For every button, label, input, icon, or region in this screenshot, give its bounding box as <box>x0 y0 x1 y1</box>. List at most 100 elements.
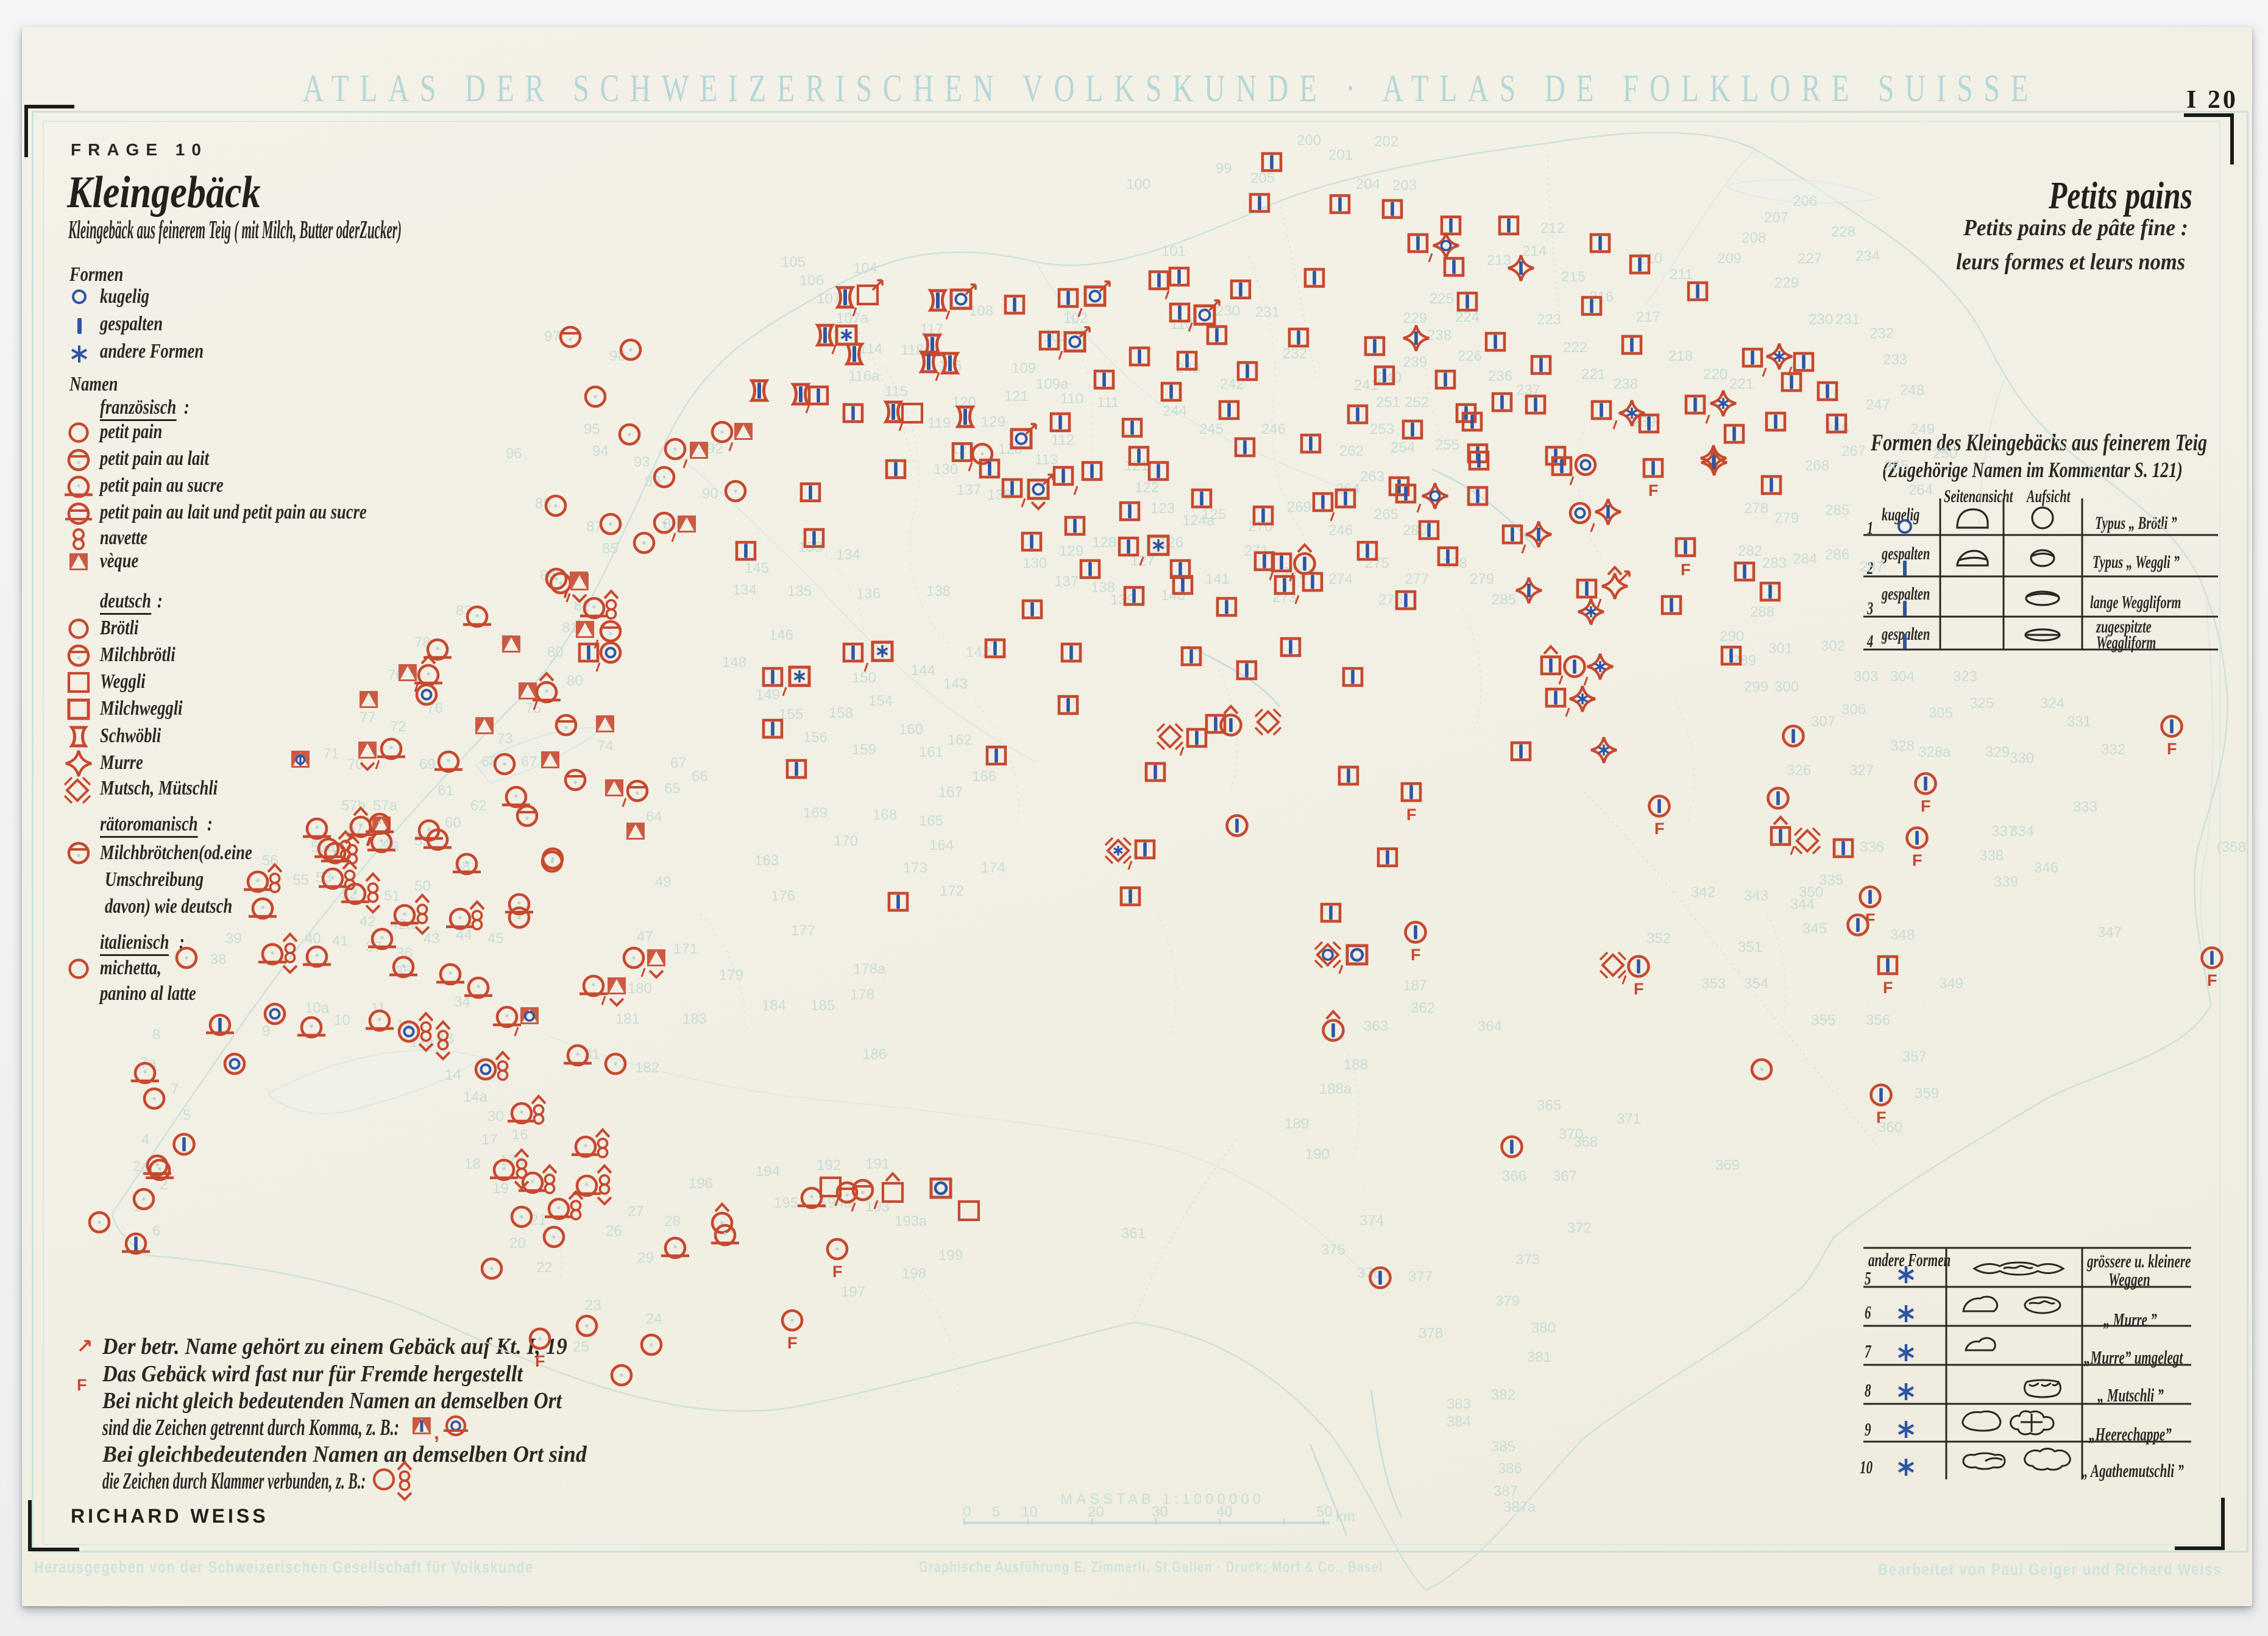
svg-text:41: 41 <box>332 933 349 949</box>
svg-text:349: 349 <box>1939 976 1963 992</box>
svg-text:190: 190 <box>1305 1146 1330 1163</box>
svg-text:344: 344 <box>1790 896 1815 913</box>
svg-text:112: 112 <box>1051 432 1074 448</box>
svg-text:123: 123 <box>1150 500 1175 517</box>
svg-text:115: 115 <box>885 383 908 400</box>
svg-text:199: 199 <box>938 1247 963 1264</box>
svg-text:161: 161 <box>919 744 943 760</box>
svg-text:144: 144 <box>911 662 935 679</box>
svg-text:221: 221 <box>1729 376 1754 392</box>
svg-text:267: 267 <box>1841 443 1866 459</box>
svg-text:MASSTAB 1:1000000: MASSTAB 1:1000000 <box>1060 1491 1264 1507</box>
svg-text:336: 336 <box>1860 839 1884 855</box>
svg-text:383: 383 <box>1447 1396 1471 1412</box>
svg-text:234: 234 <box>1855 248 1880 264</box>
svg-text:135: 135 <box>787 583 812 600</box>
svg-text:303: 303 <box>1854 668 1878 685</box>
svg-text:172: 172 <box>940 883 964 899</box>
svg-text:5: 5 <box>183 1107 191 1124</box>
svg-text:129: 129 <box>1059 543 1083 559</box>
svg-text:285: 285 <box>1492 592 1516 608</box>
svg-text:124a: 124a <box>1182 512 1215 529</box>
svg-text:17: 17 <box>481 1131 498 1148</box>
svg-text:348: 348 <box>1890 927 1915 943</box>
svg-text:370: 370 <box>1559 1126 1583 1142</box>
svg-text:99: 99 <box>1216 160 1232 177</box>
svg-text:178a: 178a <box>853 961 886 977</box>
svg-text:284: 284 <box>1793 551 1817 567</box>
svg-text:251: 251 <box>1376 394 1400 411</box>
svg-text:7: 7 <box>171 1081 179 1097</box>
svg-text:201: 201 <box>1328 147 1353 163</box>
svg-text:195: 195 <box>774 1195 798 1211</box>
svg-text:285: 285 <box>1825 502 1849 519</box>
svg-text:177: 177 <box>791 922 815 939</box>
svg-text:202: 202 <box>1374 133 1398 150</box>
svg-text:369: 369 <box>1715 1157 1740 1174</box>
svg-text:62: 62 <box>470 798 487 814</box>
svg-text:61: 61 <box>438 782 454 799</box>
svg-text:45: 45 <box>487 930 504 947</box>
svg-text:57a: 57a <box>373 798 398 814</box>
svg-text:375: 375 <box>1321 1242 1345 1258</box>
svg-text:244: 244 <box>1163 403 1187 419</box>
svg-text:27: 27 <box>628 1203 644 1220</box>
svg-text:328: 328 <box>1890 738 1915 754</box>
svg-text:184: 184 <box>762 997 786 1014</box>
svg-text:64: 64 <box>646 809 662 825</box>
svg-text:F: F <box>1648 481 1659 500</box>
svg-text:29: 29 <box>637 1250 654 1266</box>
svg-text:71: 71 <box>323 746 339 762</box>
svg-text:154: 154 <box>868 693 893 709</box>
svg-text:365: 365 <box>1537 1097 1561 1114</box>
svg-text:108: 108 <box>969 303 993 319</box>
svg-text:337: 337 <box>1991 823 2016 840</box>
svg-text:121: 121 <box>1004 388 1029 405</box>
svg-text:209: 209 <box>1717 250 1742 267</box>
svg-text:265: 265 <box>1374 506 1398 523</box>
svg-text:239: 239 <box>1403 354 1427 370</box>
svg-text:245: 245 <box>1199 421 1224 437</box>
svg-text:191: 191 <box>865 1156 890 1172</box>
svg-text:252: 252 <box>1405 394 1429 411</box>
svg-text:136: 136 <box>856 586 881 602</box>
svg-text:182: 182 <box>635 1060 659 1076</box>
svg-text:21: 21 <box>530 1212 547 1228</box>
svg-text:255: 255 <box>1435 437 1459 453</box>
svg-text:113: 113 <box>1035 451 1058 468</box>
svg-text:288: 288 <box>1750 604 1774 620</box>
svg-text:324: 324 <box>2040 695 2064 712</box>
svg-text:366: 366 <box>1502 1168 1526 1185</box>
svg-text:109: 109 <box>1012 360 1036 377</box>
svg-text:307: 307 <box>1811 714 1835 730</box>
svg-text:329: 329 <box>1985 744 2010 760</box>
svg-text:F: F <box>2207 971 2217 990</box>
svg-text:F: F <box>1912 851 1922 869</box>
svg-text:166: 166 <box>972 768 996 785</box>
svg-text:160: 160 <box>899 721 923 738</box>
svg-text:77: 77 <box>360 709 376 726</box>
svg-text:279: 279 <box>1774 510 1799 526</box>
svg-text:231: 231 <box>1835 311 1860 328</box>
svg-text:102: 102 <box>1063 310 1088 327</box>
svg-text:226: 226 <box>1458 348 1482 364</box>
svg-text:57b: 57b <box>341 798 366 814</box>
svg-text:192: 192 <box>817 1157 841 1174</box>
svg-text:167: 167 <box>938 784 963 801</box>
svg-text:121: 121 <box>1124 458 1149 474</box>
svg-text:386: 386 <box>1498 1461 1522 1477</box>
svg-text:354: 354 <box>1744 976 1768 992</box>
svg-text:65: 65 <box>664 781 681 797</box>
svg-text:197: 197 <box>841 1284 865 1300</box>
svg-text:122: 122 <box>1135 480 1159 496</box>
svg-text:89: 89 <box>645 473 661 490</box>
svg-text:346: 346 <box>2034 860 2058 876</box>
svg-text:246: 246 <box>1328 522 1353 539</box>
svg-text:238: 238 <box>1614 376 1638 392</box>
svg-text:359: 359 <box>1915 1085 1939 1102</box>
svg-text:211: 211 <box>1670 266 1693 283</box>
svg-text:128: 128 <box>1092 534 1116 551</box>
svg-text:26: 26 <box>606 1223 622 1239</box>
svg-text:343: 343 <box>1744 888 1768 904</box>
svg-text:92: 92 <box>707 441 723 457</box>
